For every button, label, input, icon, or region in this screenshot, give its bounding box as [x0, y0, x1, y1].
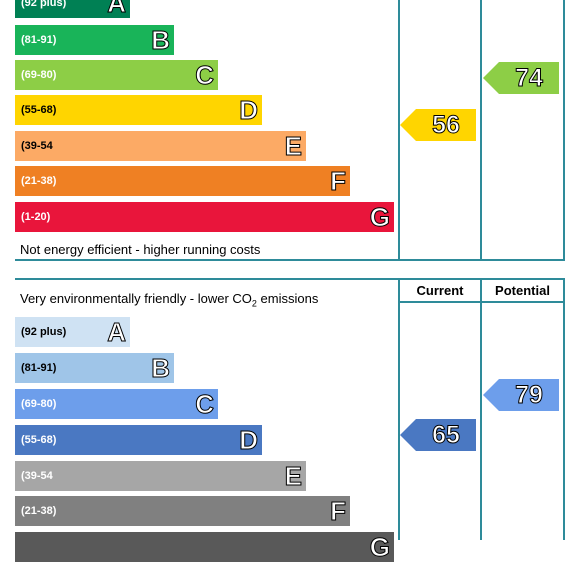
energy-current-arrow: [400, 109, 476, 141]
energy-right-border: [563, 0, 565, 261]
env-band-letter: G: [369, 532, 390, 563]
energy-footer-text: Not energy efficient - higher running co…: [20, 242, 261, 257]
env-band-letter: B: [151, 353, 171, 384]
energy-band-letter: D: [239, 95, 259, 126]
env-current-rating: 65: [400, 419, 476, 451]
env-column-current: Current: [416, 283, 464, 298]
env-potential-arrow: [483, 379, 559, 411]
env-band-letter: C: [195, 389, 215, 420]
energy-band-range: (81-91): [21, 34, 57, 46]
env-band-b: (81-91) B: [15, 353, 174, 384]
env-band-range: (55-68): [21, 434, 57, 446]
energy-band-f: (21-38) F: [15, 166, 350, 197]
env-top-border: [15, 278, 565, 280]
energy-band-e: (39-54 E: [15, 131, 306, 162]
env-band-letter: E: [284, 461, 302, 492]
env-current-arrow: [400, 419, 476, 451]
env-band-f: (21-38) F: [15, 496, 350, 527]
energy-current-rating: 56: [400, 109, 476, 141]
env-current-left-border: [398, 278, 400, 540]
energy-band-a: (92 plus) A: [15, 0, 130, 19]
env-header-text: Very environmentally friendly - lower CO…: [20, 291, 319, 309]
energy-band-range: (1-20): [21, 211, 51, 223]
energy-band-letter: E: [284, 131, 302, 162]
energy-band-letter: A: [107, 0, 127, 19]
energy-band-range: (69-80): [21, 69, 57, 81]
env-potential-value: 79: [515, 381, 544, 410]
energy-band-letter: B: [151, 25, 171, 56]
energy-band-range: (21-38): [21, 175, 57, 187]
energy-potential-rating: 74: [483, 62, 559, 94]
energy-band-letter: F: [330, 166, 347, 197]
energy-current-left-border: [398, 0, 400, 261]
env-band-letter: D: [239, 425, 259, 456]
env-band-range: (92 plus): [21, 326, 67, 338]
energy-potential-left-border: [480, 0, 482, 261]
env-potential-left-border: [480, 278, 482, 540]
env-band-e: (39-54 E: [15, 461, 306, 492]
env-band-range: (39-54: [21, 470, 53, 482]
env-column-potential: Potential: [495, 283, 550, 298]
energy-bottom-border: [15, 259, 565, 261]
energy-band-letter: G: [369, 202, 390, 233]
env-band-g: G: [15, 532, 394, 563]
energy-band-b: (81-91) B: [15, 25, 174, 56]
env-right-border: [563, 278, 565, 540]
energy-band-range: (92 plus): [21, 0, 67, 9]
energy-current-value: 56: [432, 111, 461, 140]
energy-band-range: (55-68): [21, 104, 57, 116]
energy-band-d: (55-68) D: [15, 95, 262, 126]
env-band-letter: A: [107, 317, 127, 348]
env-band-d: (55-68) D: [15, 425, 262, 456]
env-band-range: (69-80): [21, 398, 57, 410]
env-band-c: (69-80) C: [15, 389, 218, 420]
env-band-range: (21-38): [21, 505, 57, 517]
energy-potential-arrow: [483, 62, 559, 94]
env-band-letter: F: [330, 496, 347, 527]
energy-potential-value: 74: [515, 64, 544, 93]
env-potential-rating: 79: [483, 379, 559, 411]
env-band-range: (81-91): [21, 362, 57, 374]
env-band-a: (92 plus) A: [15, 317, 130, 348]
energy-band-g: (1-20) G: [15, 202, 394, 233]
energy-band-letter: C: [195, 60, 215, 91]
energy-band-c: (69-80) C: [15, 60, 218, 91]
env-current-value: 65: [432, 421, 461, 450]
energy-band-range: (39-54: [21, 140, 53, 152]
